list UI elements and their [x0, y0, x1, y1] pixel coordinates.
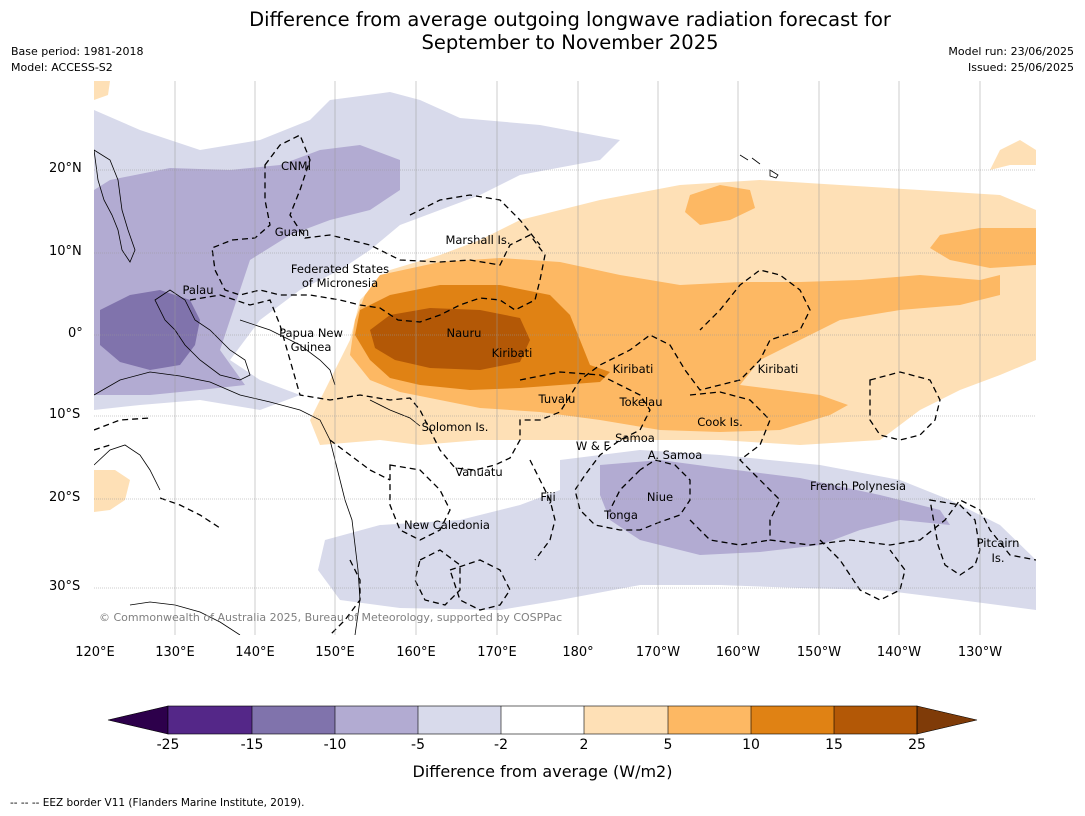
label-png-line1: Papua New	[279, 326, 343, 340]
lon-tick-150w: 150°W	[796, 645, 842, 660]
colorbar-label: -2	[494, 737, 508, 753]
colorbar-segment	[501, 706, 584, 734]
eez-borders	[94, 134, 1036, 635]
anomaly-region-pos2	[94, 81, 110, 100]
lon-tick-140e: 140°E	[235, 645, 275, 660]
colorbar-label: 5	[663, 737, 673, 753]
label-kiribati-east: Kiribati	[758, 362, 799, 376]
label-pitcairn-line1: Pitcairn	[977, 536, 1020, 550]
colorbar-segment	[418, 706, 501, 734]
lat-tick-30s: 30°S	[49, 579, 81, 594]
lon-tick-130e: 130°E	[155, 645, 195, 660]
label-kiribati-west: Kiribati	[492, 346, 533, 360]
anomaly-region-pos5	[685, 185, 755, 225]
label-palau: Palau	[183, 283, 214, 297]
issued-date: Issued: 25/06/2025	[967, 61, 1074, 74]
colorbar-segment	[335, 706, 418, 734]
lon-tick-160w: 160°W	[715, 645, 761, 660]
lon-tick-130w: 130°W	[957, 645, 1003, 660]
label-kiribati-central: Kiribati	[613, 362, 654, 376]
anomaly-region-pos15	[370, 308, 530, 370]
colorbar-segment	[168, 706, 252, 734]
label-vanuatu: Vanuatu	[455, 465, 502, 479]
base-period: Base period: 1981-2018	[11, 45, 144, 58]
label-solomon-islands: Solomon Is.	[422, 420, 489, 434]
label-samoa: Samoa	[615, 431, 655, 445]
lat-tick-10n: 10°N	[49, 244, 82, 259]
lon-tick-120e: 120°E	[75, 645, 115, 660]
model-name: Model: ACCESS-S2	[11, 61, 113, 74]
map-title: Difference from average outgoing longwav…	[0, 8, 1085, 54]
label-french-polynesia: French Polynesia	[810, 479, 906, 493]
label-tonga: Tonga	[603, 508, 638, 522]
label-cnmi: CNMI	[281, 159, 311, 173]
gridlines	[94, 81, 1036, 635]
label-guam: Guam	[275, 225, 309, 239]
label-wallis-futuna: W & F	[576, 439, 610, 453]
colorbar-label: 15	[825, 737, 843, 753]
label-marshall-islands: Marshall Is.	[445, 233, 510, 247]
copyright-notice: © Commonwealth of Australia 2025, Bureau…	[99, 611, 562, 624]
colorbar-segment	[668, 706, 751, 734]
colorbar-segment	[252, 706, 335, 734]
anomaly-region-pos2	[990, 140, 1036, 170]
lon-tick-170e: 170°E	[477, 645, 517, 660]
label-american-samoa: A. Samoa	[648, 448, 703, 462]
colorbar-label: 25	[908, 737, 926, 753]
lat-tick-20s: 20°S	[49, 490, 81, 505]
label-fsm-line1: Federated States	[291, 262, 389, 276]
lat-tick-0: 0°	[68, 326, 83, 341]
label-niue: Niue	[647, 490, 673, 504]
label-tuvalu: Tuvalu	[538, 392, 576, 406]
lon-tick-170w: 170°W	[635, 645, 681, 660]
colorbar-segment	[584, 706, 668, 734]
lat-tick-10s: 10°S	[49, 407, 81, 422]
anomaly-region-pos2	[94, 470, 130, 512]
label-cook-islands: Cook Is.	[697, 415, 742, 429]
label-nauru: Nauru	[447, 326, 482, 340]
colorbar-label: -10	[323, 737, 347, 753]
title-line-1: Difference from average outgoing longwav…	[249, 8, 891, 31]
label-fsm-line2: of Micronesia	[302, 276, 378, 290]
label-fiji: Fiji	[540, 490, 555, 504]
colorbar-segment	[751, 706, 834, 734]
eez-footnote: -- -- -- EEZ border V11 (Flanders Marine…	[10, 797, 305, 809]
colorbar-label: 2	[579, 737, 589, 753]
label-tokelau: Tokelau	[619, 395, 663, 409]
colorbar	[107, 705, 978, 735]
colorbar-extend-high	[916, 705, 978, 735]
anomaly-region-neg5	[600, 460, 950, 555]
title-line-2: September to November 2025	[421, 31, 719, 54]
colorbar-label: 10	[742, 737, 760, 753]
label-pitcairn-line2: Is.	[991, 551, 1004, 565]
colorbar-segment	[834, 706, 917, 734]
lon-tick-140w: 140°W	[876, 645, 922, 660]
colorbar-label: -5	[411, 737, 425, 753]
lat-tick-20n: 20°N	[49, 161, 82, 176]
anomaly-region-pos5	[930, 228, 1036, 268]
lon-tick-160e: 160°E	[396, 645, 436, 660]
colorbar-label: -25	[156, 737, 180, 753]
lon-tick-150e: 150°E	[315, 645, 355, 660]
label-new-caledonia: New Caledonia	[404, 518, 490, 532]
label-png-line2: Guinea	[291, 340, 332, 354]
colorbar-extend-low	[107, 705, 169, 735]
lon-tick-180: 180°	[562, 645, 594, 660]
colorbar-title: Difference from average (W/m2)	[412, 762, 673, 781]
model-run: Model run: 23/06/2025	[948, 45, 1074, 58]
colorbar-label: -15	[240, 737, 264, 753]
